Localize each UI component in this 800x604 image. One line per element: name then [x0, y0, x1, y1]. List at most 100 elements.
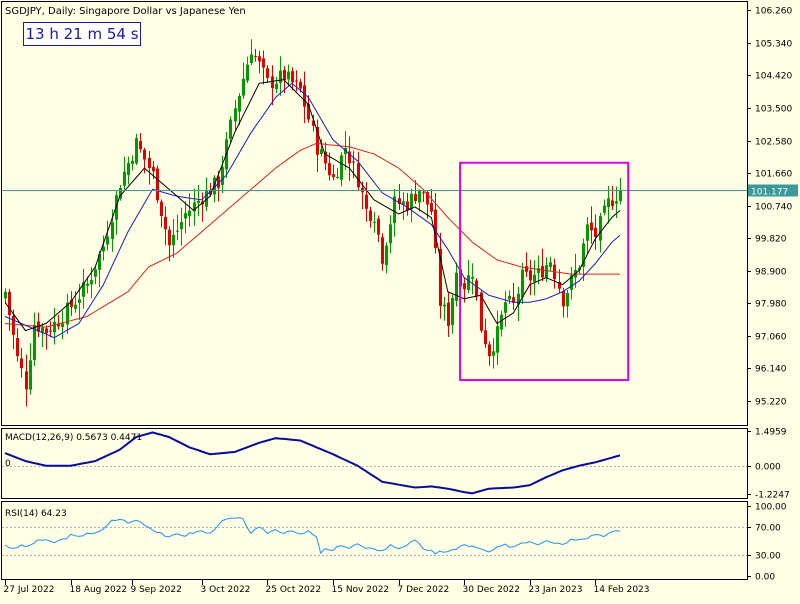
- bull-candle: [82, 282, 85, 297]
- bull-candle: [385, 245, 388, 266]
- rsi-line: [4, 517, 621, 555]
- bear-candle: [12, 315, 15, 335]
- rsi-tick-label: 100.00: [755, 503, 787, 513]
- rsi-tick-label: 30.00: [755, 552, 781, 562]
- bull-candle: [537, 268, 540, 274]
- bull-candle: [74, 304, 77, 309]
- bear-candle: [439, 248, 442, 306]
- bear-candle: [525, 266, 528, 272]
- macd-tick-label: 1.4959: [755, 428, 787, 438]
- price-tick-label: 104.420: [755, 72, 792, 82]
- price-tick-label: 99.820: [755, 235, 787, 245]
- bull-candle: [61, 323, 64, 328]
- time-tick-label: 30 Dec 2022: [463, 585, 521, 595]
- bull-candle: [111, 222, 114, 239]
- bear-candle: [148, 157, 151, 169]
- bull-candle: [607, 198, 610, 208]
- bear-candle: [25, 371, 28, 390]
- bull-candle: [287, 71, 290, 80]
- bull-candle: [98, 254, 101, 270]
- ma-mid-line: [4, 82, 621, 339]
- bear-candle: [303, 85, 306, 107]
- time-tick-label: 18 Aug 2022: [70, 585, 128, 595]
- time-tick-label: 23 Jan 2023: [529, 585, 583, 595]
- bear-candle: [369, 210, 372, 221]
- current-price-tag: [748, 184, 798, 197]
- bear-candle: [562, 291, 565, 307]
- bear-candle: [49, 330, 52, 332]
- bull-candle: [389, 224, 392, 244]
- bear-candle: [168, 229, 171, 246]
- price-tick-label: 101.660: [755, 170, 792, 180]
- bear-candle: [283, 69, 286, 81]
- bull-candle: [193, 202, 196, 212]
- bull-candle: [250, 54, 253, 64]
- bear-candle: [365, 194, 368, 209]
- bear-candle: [332, 174, 335, 178]
- bull-candle: [410, 193, 413, 209]
- bull-candle: [615, 201, 618, 204]
- bear-candle: [139, 141, 142, 150]
- grid-layer: [2, 466, 747, 556]
- candle-timer: 13 h 21 m 54 s: [23, 22, 141, 46]
- price-tick-label: 100.740: [755, 203, 792, 213]
- bear-candle: [16, 337, 19, 357]
- bear-candle: [143, 149, 146, 160]
- macd-tick-label: -1.2247: [755, 491, 790, 501]
- bear-candle: [164, 216, 167, 230]
- chart-title: SGDJPY, Daily: Singapore Dollar vs Japan…: [5, 6, 246, 17]
- bear-candle: [488, 344, 491, 357]
- bull-candle: [467, 275, 470, 290]
- rsi-tick-label: 0.00: [755, 573, 775, 583]
- title-sep2: :: [73, 6, 80, 17]
- bear-candle: [328, 163, 331, 176]
- bull-candle: [393, 196, 396, 224]
- bear-candle: [434, 209, 437, 249]
- bull-candle: [246, 64, 249, 81]
- bull-candle: [123, 171, 126, 186]
- bull-candle: [188, 210, 191, 217]
- bear-candle: [558, 281, 561, 289]
- bear-candle: [271, 76, 274, 88]
- bull-candle: [582, 243, 585, 267]
- bull-candle: [492, 351, 495, 356]
- bear-candle: [463, 283, 466, 290]
- bear-candle: [430, 202, 433, 212]
- title-symbol: SGDJPY: [5, 6, 43, 17]
- bull-candle: [443, 304, 446, 307]
- moving-averages-layer: [4, 79, 621, 339]
- bear-candle: [316, 126, 319, 155]
- bull-candle: [418, 191, 421, 203]
- bull-candle: [549, 262, 552, 267]
- bull-candle: [402, 201, 405, 205]
- bear-candle: [57, 323, 60, 327]
- bear-candle: [414, 194, 417, 201]
- bear-candle: [529, 270, 532, 281]
- bull-candle: [33, 324, 36, 360]
- bull-candle: [275, 83, 278, 90]
- bull-candle: [504, 302, 507, 313]
- title-description: Singapore Dollar vs Japanese Yen: [79, 6, 246, 17]
- bull-candle: [373, 221, 376, 223]
- time-tick-label: 7 Dec 2022: [398, 585, 450, 595]
- bear-candle: [357, 163, 360, 188]
- bear-candle: [262, 58, 265, 68]
- bull-candle: [508, 295, 511, 300]
- bull-candle: [86, 283, 89, 286]
- price-tick-label: 105.340: [755, 40, 792, 50]
- bear-candle: [352, 161, 355, 163]
- ma-slow-line: [4, 142, 620, 328]
- bull-candle: [619, 190, 622, 201]
- bear-candle: [45, 328, 48, 334]
- bull-candle: [521, 269, 524, 298]
- macd-layer: [4, 431, 621, 495]
- bull-candle: [90, 279, 93, 285]
- bull-candle: [106, 236, 109, 245]
- bull-candle: [172, 234, 175, 246]
- rsi-tick-label: 70.00: [755, 524, 781, 534]
- bull-candle: [586, 224, 589, 241]
- bull-candle: [599, 216, 602, 241]
- bull-candle: [570, 275, 573, 290]
- bull-candle: [320, 149, 323, 154]
